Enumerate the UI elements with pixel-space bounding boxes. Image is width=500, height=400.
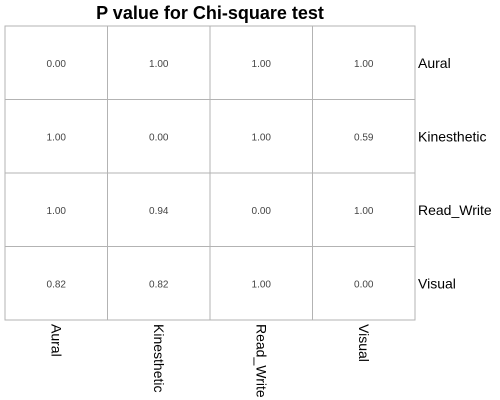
cell-value-label: 0.00 bbox=[47, 59, 67, 70]
cell-value-label: 0.00 bbox=[149, 132, 169, 143]
cell-value-label: 1.00 bbox=[252, 132, 272, 143]
column-label: Read_Write bbox=[253, 324, 269, 398]
column-label: Visual bbox=[356, 324, 372, 362]
column-labels: Aural Kinesthetic Read_Write Visual bbox=[48, 324, 372, 398]
row-label: Visual bbox=[418, 275, 456, 291]
heatmap-cell bbox=[312, 246, 416, 321]
cell-value-label: 0.82 bbox=[149, 279, 169, 290]
heatmap-cell bbox=[312, 172, 416, 247]
cell-value-label: 0.82 bbox=[47, 279, 67, 290]
heatmap-cell bbox=[4, 246, 108, 321]
heatmap-cell bbox=[107, 246, 211, 321]
row-labels: Aural Kinesthetic Read_Write Visual bbox=[418, 55, 492, 292]
cell-value-label: 1.00 bbox=[354, 206, 374, 217]
cell-value-label: 1.00 bbox=[149, 59, 169, 70]
chart-title: P value for Chi-square test bbox=[96, 3, 324, 23]
cell-value-label: 1.00 bbox=[252, 59, 272, 70]
row-label: Read_Write bbox=[418, 202, 492, 218]
heatmap-cell bbox=[312, 25, 416, 100]
row-label: Kinesthetic bbox=[418, 128, 486, 144]
heatmap-cell bbox=[4, 99, 108, 174]
cell-value-label: 0.59 bbox=[354, 132, 374, 143]
heatmap-cell bbox=[107, 99, 211, 174]
cell-value-label: 1.00 bbox=[354, 59, 374, 70]
cell-value-label: 0.94 bbox=[149, 206, 169, 217]
cell-value-label: 0.00 bbox=[354, 279, 374, 290]
heatmap-cell bbox=[107, 172, 211, 247]
heatmap-cells: 0.00 1.00 1.00 1.00 1.00 0.00 1.00 0.59 1.00 0.94… bbox=[4, 25, 416, 321]
heatmap-cell bbox=[209, 25, 313, 100]
cell-value-label: 1.00 bbox=[252, 279, 272, 290]
cell-value-label: 1.00 bbox=[47, 206, 67, 217]
column-label: Aural bbox=[48, 324, 64, 357]
column-label: Kinesthetic bbox=[151, 324, 167, 392]
cell-value-label: 1.00 bbox=[47, 132, 67, 143]
cell-value-label: 0.00 bbox=[252, 206, 272, 217]
heatmap-cell bbox=[312, 99, 416, 174]
row-label: Aural bbox=[418, 55, 451, 71]
heatmap-cell bbox=[4, 25, 108, 100]
heatmap-cell bbox=[107, 25, 211, 100]
